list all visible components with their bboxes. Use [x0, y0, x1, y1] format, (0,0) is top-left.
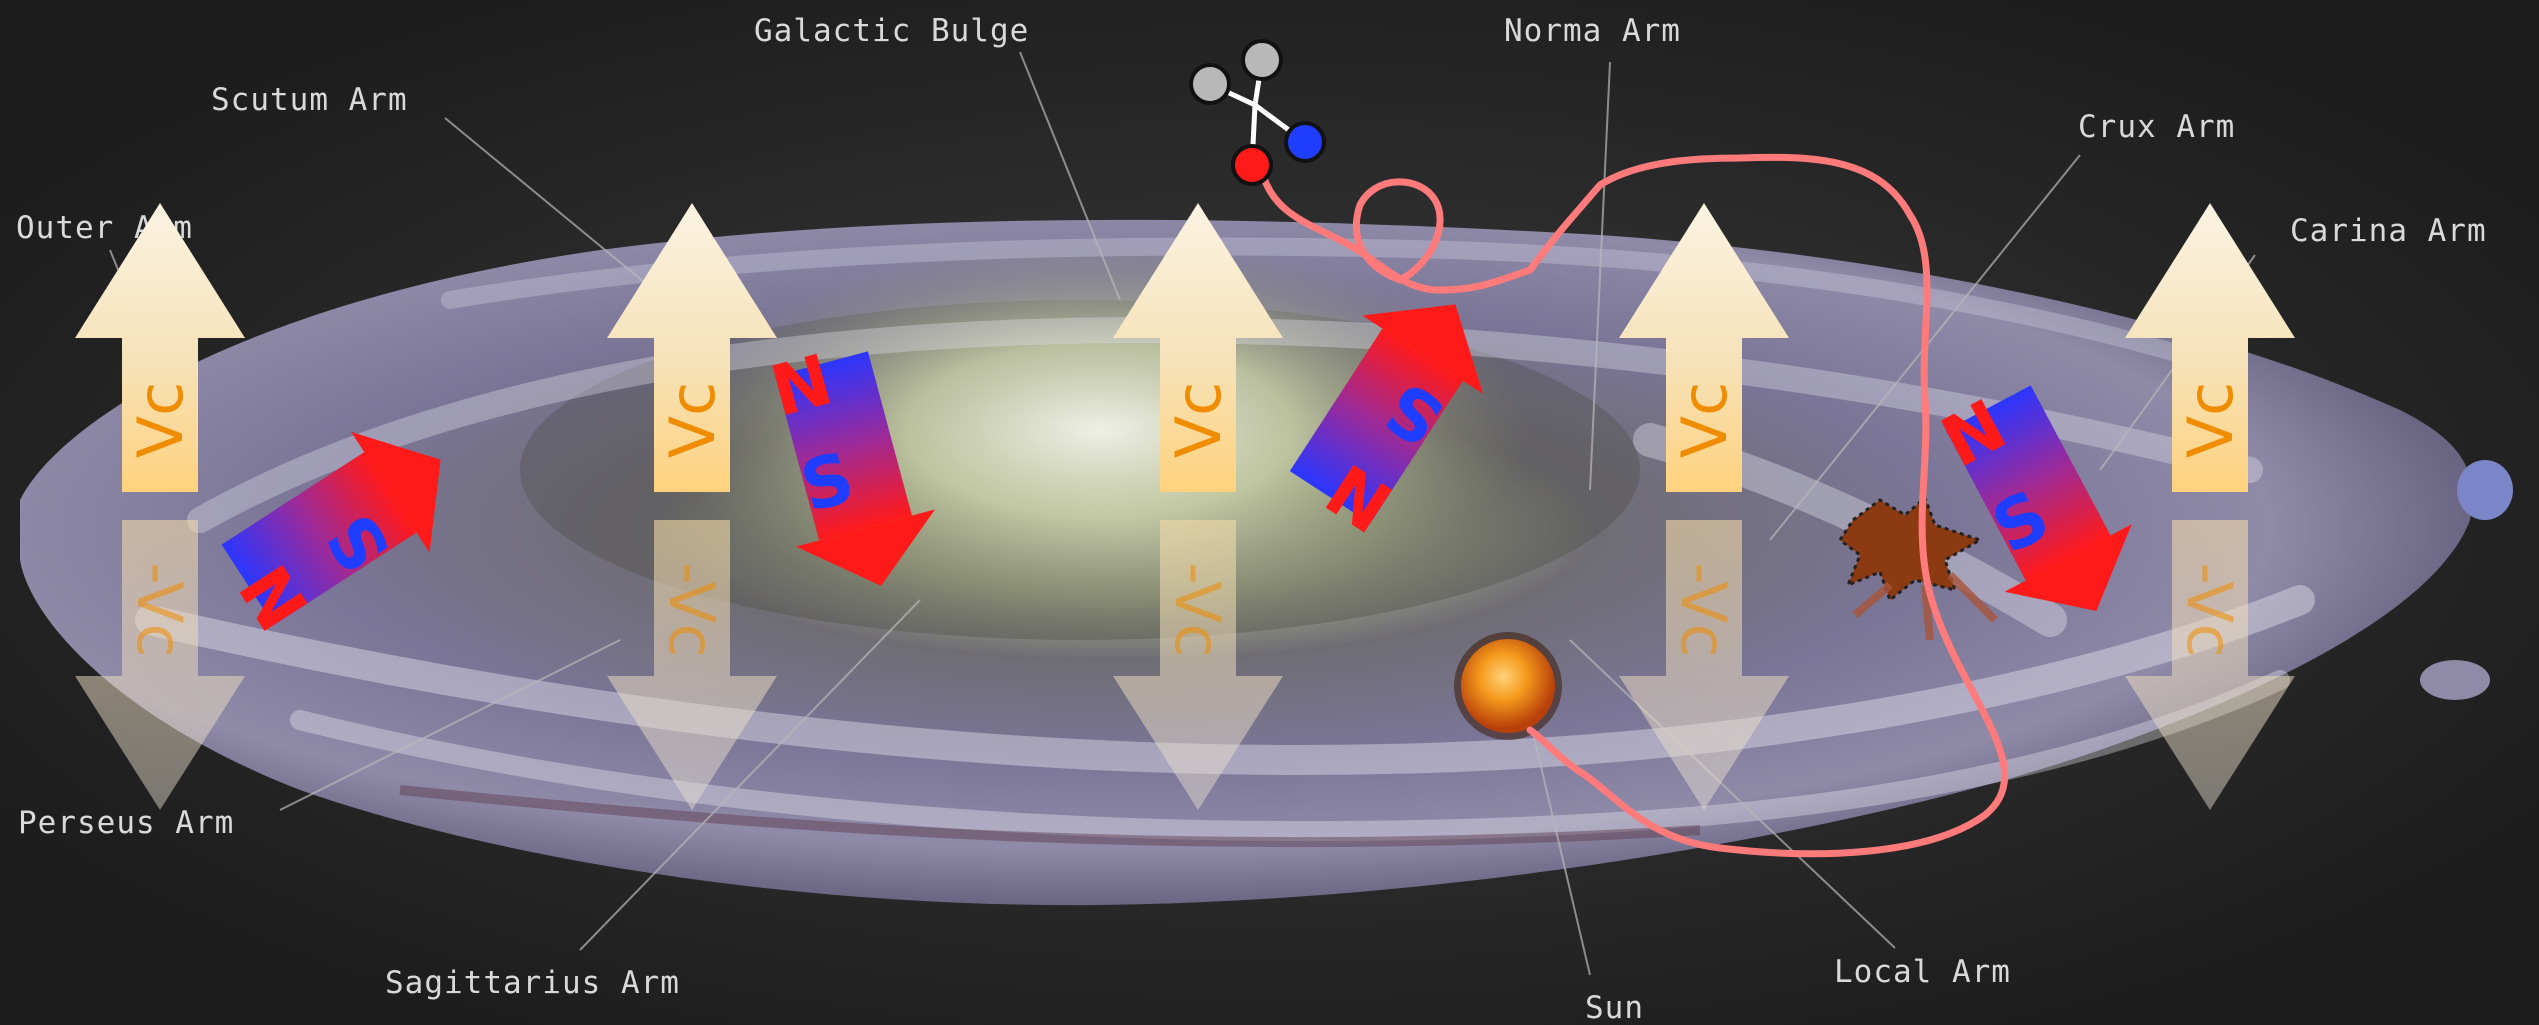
vc-up-label: Vc [2174, 382, 2247, 459]
velocity-up-arrow [1113, 203, 1283, 492]
vc-up-label: Vc [1668, 382, 1741, 459]
velocity-up-arrow [2125, 203, 2295, 492]
vc-down-label: -Vc [655, 562, 728, 657]
galactic-bulge-label: Galactic Bulge [754, 13, 1029, 49]
vc-up-label: Vc [1162, 382, 1235, 459]
velocity-arrow-column-4: Vc -Vc [1619, 203, 1789, 810]
velocity-down-arrow [1113, 520, 1283, 810]
velocity-arrow-column-3: Vc -Vc [1113, 203, 1283, 810]
carina-arm-label: Carina Arm [2290, 213, 2487, 249]
molecule-icon [1189, 39, 1326, 186]
particle-trajectory [1256, 153, 2009, 858]
norma-arm-label: Norma Arm [1504, 13, 1681, 49]
velocity-down-arrow [75, 520, 245, 810]
vc-down-label: -Vc [1161, 562, 1234, 657]
velocity-up-arrow [1619, 203, 1789, 492]
velocity-up-arrow [607, 203, 777, 492]
velocity-arrow-column-2: Vc -Vc [607, 203, 777, 810]
velocity-up-arrow [75, 203, 245, 492]
velocity-down-arrow [607, 520, 777, 810]
perseus-arm-label: Perseus Arm [18, 805, 234, 841]
vc-down-label: -Vc [2173, 562, 2246, 657]
velocity-arrow-column-1: Vc -Vc [75, 203, 245, 810]
supernova-burst [1837, 495, 1998, 641]
sun-label: Sun [1585, 990, 1644, 1025]
scutum-arm-label: Scutum Arm [211, 82, 408, 118]
vc-up-label: Vc [124, 382, 197, 459]
vc-down-label: -Vc [123, 562, 196, 657]
velocity-arrow-column-5: Vc -Vc [2125, 203, 2295, 810]
local-arm-label: Local Arm [1834, 954, 2011, 990]
velocity-down-arrow [1619, 520, 1789, 810]
vc-up-label: Vc [656, 382, 729, 459]
vc-down-label: -Vc [1667, 562, 1740, 657]
sun-icon [1454, 632, 1562, 740]
velocity-down-arrow [2125, 520, 2295, 810]
sagittarius-arm-label: Sagittarius Arm [385, 965, 680, 1001]
crux-arm-label: Crux Arm [2078, 109, 2235, 145]
